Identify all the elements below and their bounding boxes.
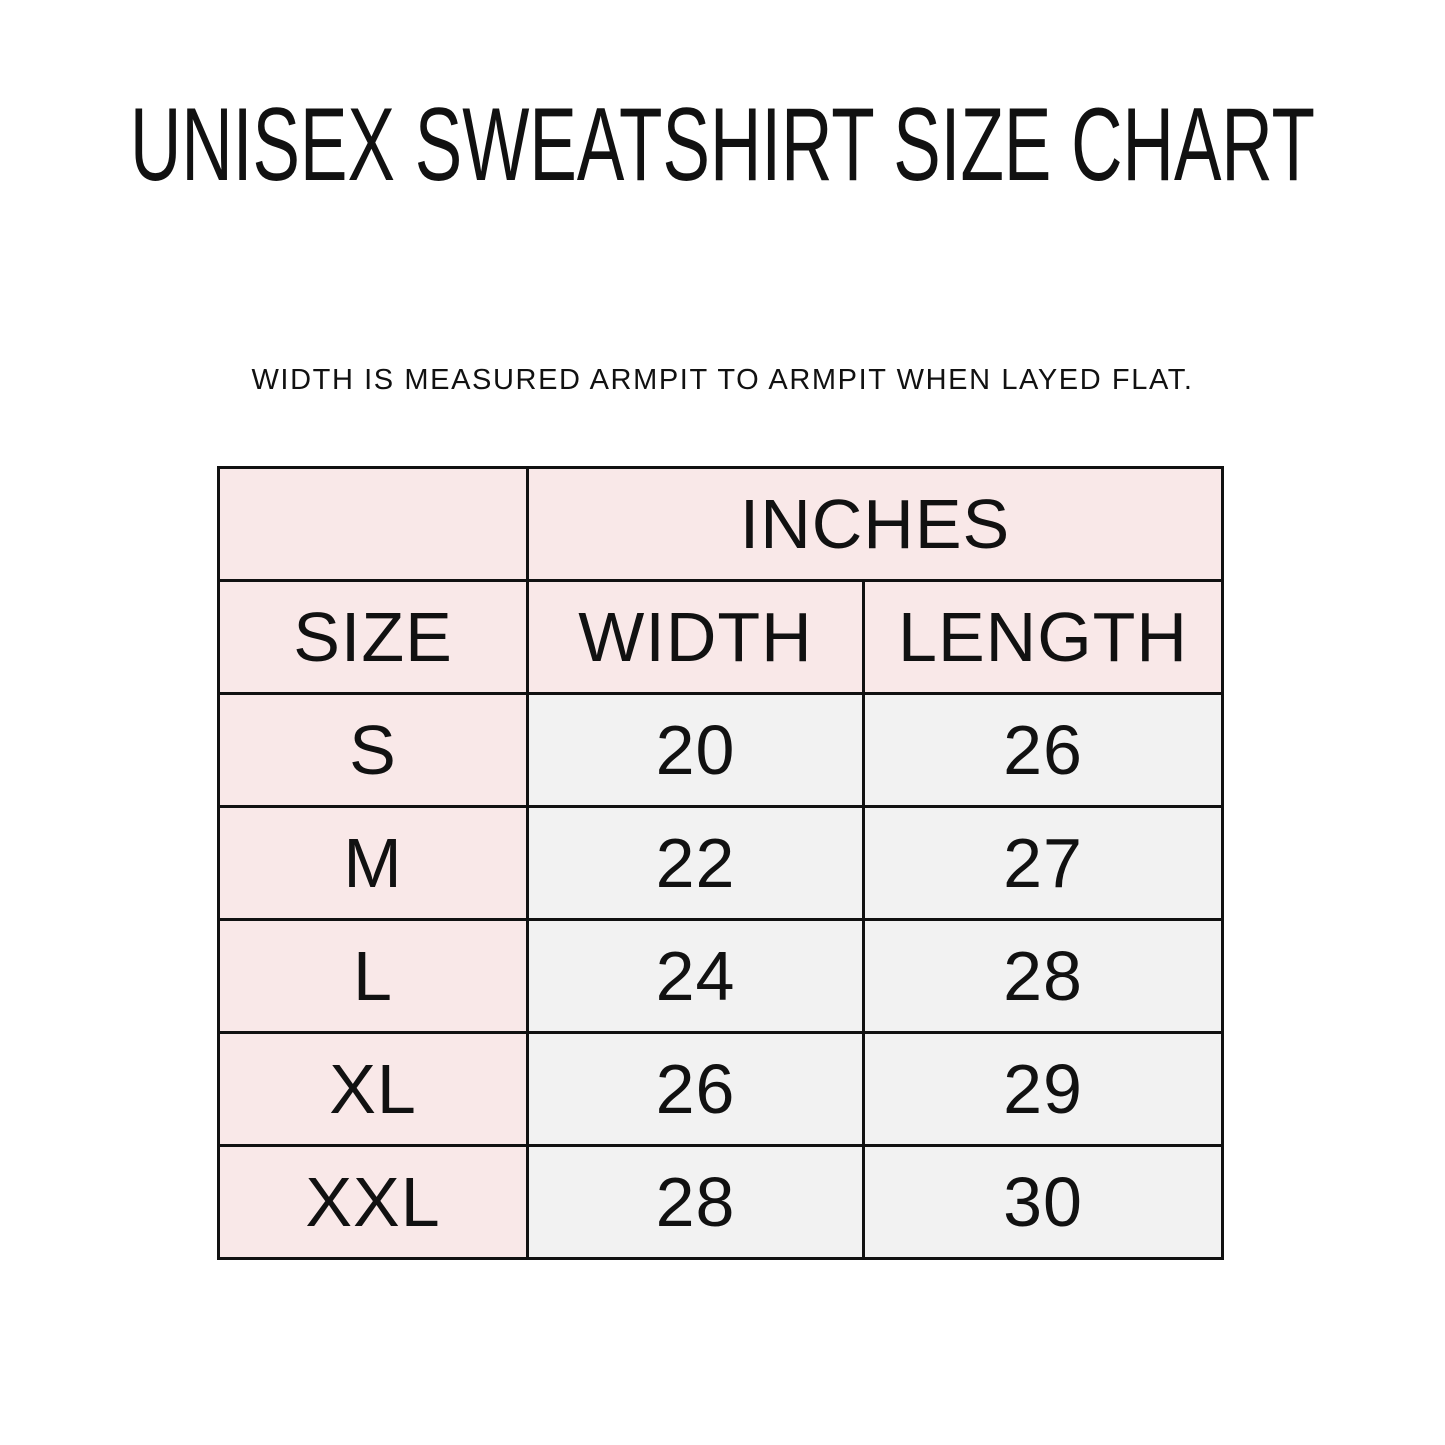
size-cell: M: [217, 805, 529, 921]
header-size: SIZE: [217, 579, 529, 695]
table-row: M 22 27: [217, 805, 1224, 921]
header-width: WIDTH: [526, 579, 865, 695]
length-cell: 28: [862, 918, 1224, 1034]
unit-header-cell: INCHES: [526, 466, 1224, 582]
measurement-note: WIDTH IS MEASURED ARMPIT TO ARMPIT WHEN …: [251, 364, 1194, 396]
size-cell: L: [217, 918, 529, 1034]
width-cell: 28: [526, 1144, 865, 1260]
header-length: LENGTH: [862, 579, 1224, 695]
width-cell: 26: [526, 1031, 865, 1147]
length-cell: 26: [862, 692, 1224, 808]
page-title: UNISEX SWEATSHIRT SIZE CHART: [130, 90, 1315, 200]
size-cell: S: [217, 692, 529, 808]
empty-header-cell: [217, 466, 529, 582]
table-row: XL 26 29: [217, 1031, 1224, 1147]
table-row: XXL 28 30: [217, 1144, 1224, 1260]
width-cell: 22: [526, 805, 865, 921]
size-cell: XXL: [217, 1144, 529, 1260]
width-cell: 24: [526, 918, 865, 1034]
table-row: L 24 28: [217, 918, 1224, 1034]
size-table: INCHES SIZE WIDTH LENGTH S 20 26 M 22 27 L 24 28…: [217, 466, 1224, 1260]
unit-header-row: INCHES: [217, 466, 1224, 582]
length-cell: 29: [862, 1031, 1224, 1147]
page-title-text: UNISEX SWEATSHIRT SIZE CHART: [130, 90, 1315, 200]
length-cell: 30: [862, 1144, 1224, 1260]
width-cell: 20: [526, 692, 865, 808]
table-row: S 20 26: [217, 692, 1224, 808]
size-cell: XL: [217, 1031, 529, 1147]
length-cell: 27: [862, 805, 1224, 921]
column-header-row: SIZE WIDTH LENGTH: [217, 579, 1224, 695]
